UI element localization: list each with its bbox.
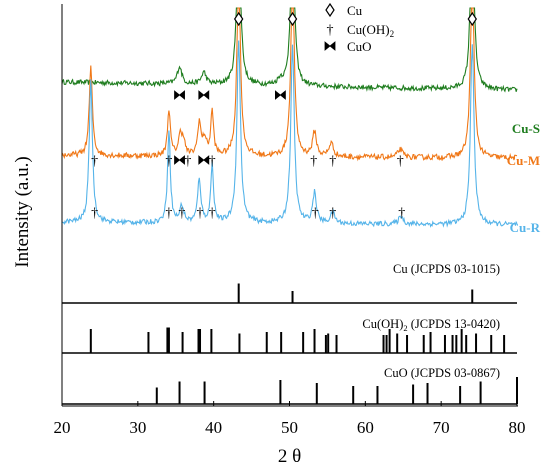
svg-text:†: † [178,206,185,221]
peak-marker-cu-r-22: † [398,206,405,221]
peak-marker-cu-s-5 [275,90,286,100]
peak-marker-cu-r-17: † [178,206,185,221]
svg-text:†: † [310,154,317,169]
peak-marker-cu-s-1 [287,11,298,27]
reference-pattern-1: Cu(OH)2 (JCPDS 13-0420) [62,317,517,354]
peak-marker-cu-s-2 [467,11,477,27]
svg-text:†: † [197,206,204,221]
legend-symbol-1: † [327,23,334,38]
x-tick-label: 80 [509,418,526,437]
svg-text:†: † [91,154,98,169]
peak-marker-cu-m-14: † [397,154,404,169]
svg-text:†: † [165,154,172,169]
svg-text:†: † [329,206,336,221]
svg-text:†: † [397,154,404,169]
legend-label-2: CuO [347,39,372,54]
series-label-cu-m: Cu-M [507,153,540,168]
legend-symbol-0 [325,2,335,18]
svg-text:†: † [327,23,334,38]
x-tick-label: 40 [205,418,222,437]
peak-marker-cu-m-13: † [329,154,336,169]
svg-text:†: † [312,206,319,221]
y-axis-title: Intensity (a.u.) [12,156,33,267]
peak-marker-cu-m-11: † [209,154,216,169]
peak-marker-cu-s-0 [233,11,244,27]
peak-marker-cu-r-16: † [165,206,172,221]
x-tick-label: 30 [129,418,146,437]
reference-label-1: Cu(OH)2 (JCPDS 13-0420) [362,317,500,333]
peak-marker-cu-m-8 [174,155,185,165]
series-label-cu-s: Cu-S [512,121,540,136]
reference-pattern-2: CuO (JCPDS 03-0867) [62,366,518,405]
peak-marker-cu-r-20: † [312,206,319,221]
peak-marker-cu-r-19: † [209,206,216,221]
svg-text:†: † [91,206,98,221]
svg-text:†: † [209,154,216,169]
x-axis-title: 2 θ [278,446,301,467]
legend-label-1: Cu(OH)2 [347,22,394,39]
series-labels: Cu-S Cu-M Cu-R [507,121,541,235]
peak-markers: † † † † † † † † † † † † † † † [91,11,477,221]
series-line-cu-s [61,7,518,93]
peak-marker-cu-r-15: † [91,206,98,221]
x-tick-label: 20 [54,418,71,437]
reference-patterns: Cu (JCPDS 03-1015) Cu(OH)2 (JCPDS 13-0420… [62,262,518,405]
reference-label-0: Cu (JCPDS 03-1015) [393,262,500,276]
reference-label-2: CuO (JCPDS 03-0867) [384,366,500,380]
peak-marker-cu-r-21: † [329,206,336,221]
peak-marker-cu-m-12: † [310,154,317,169]
svg-text:†: † [165,206,172,221]
peak-marker-cu-s-3 [174,90,185,100]
peak-marker-cu-m-9: † [184,154,191,169]
peak-marker-cu-s-4 [198,90,210,100]
peak-marker-cu-m-7: † [165,154,172,169]
peak-marker-cu-m-10 [198,155,210,165]
svg-text:†: † [184,154,191,169]
diffraction-patterns [61,7,518,228]
series-label-cu-r: Cu-R [510,220,541,235]
peak-marker-cu-m-6: † [91,154,98,169]
axes: 20 30 40 50 60 70 80 2 θ Intensity (a.u.) [12,4,526,467]
x-tick-label: 60 [357,418,374,437]
series-line-cu-m [61,7,518,162]
svg-text:†: † [329,154,336,169]
svg-text:†: † [398,206,405,221]
series-line-cu-r [61,40,518,228]
x-tick-label: 70 [433,418,450,437]
reference-pattern-0: Cu (JCPDS 03-1015) [62,262,517,304]
svg-text:†: † [209,206,216,221]
legend-label-0: Cu [347,3,363,18]
peak-marker-cu-r-18: † [197,206,204,221]
x-tick-label: 50 [281,418,298,437]
legend-symbol-2 [324,41,336,51]
